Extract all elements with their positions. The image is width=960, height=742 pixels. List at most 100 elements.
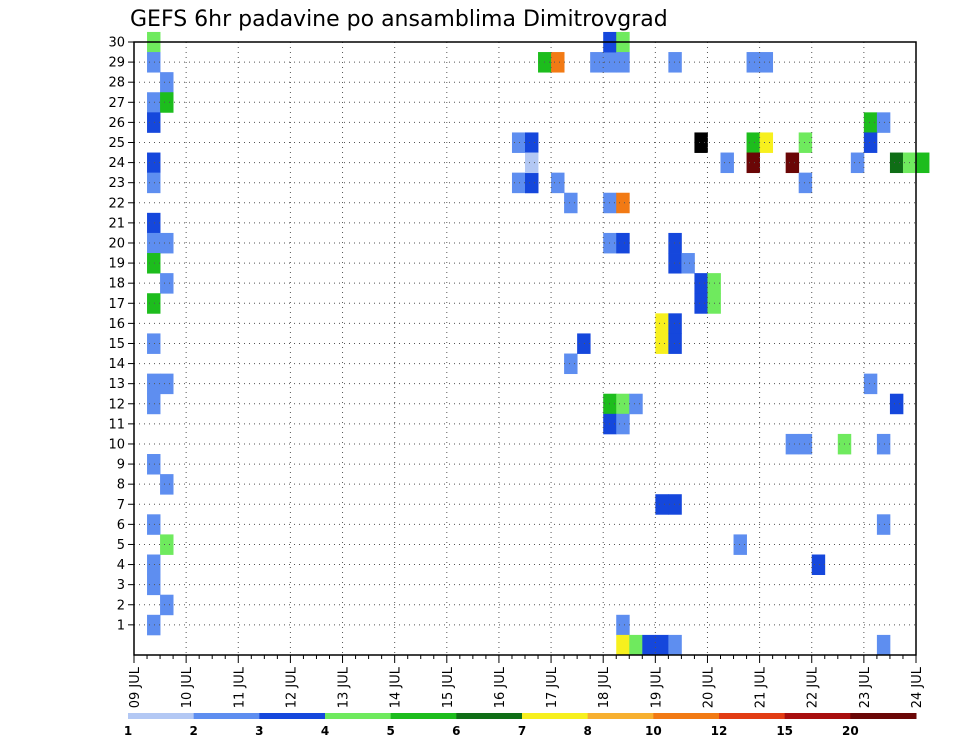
legend-swatch	[653, 713, 720, 719]
heatmap-cell	[668, 253, 682, 274]
y-tick-label: 7	[117, 498, 125, 513]
legend-swatch	[522, 713, 589, 719]
heatmap-cell	[564, 192, 578, 214]
y-tick-label: 1	[117, 618, 125, 633]
heatmap-cell	[876, 433, 891, 455]
heatmap-cell	[746, 52, 760, 73]
heatmap-cell	[798, 172, 813, 194]
heatmap-cell	[798, 433, 813, 455]
heatmap-cell	[655, 333, 669, 354]
legend-label: 12	[711, 724, 728, 738]
heatmap-cell	[147, 112, 161, 133]
heatmap-cell	[616, 614, 630, 636]
heatmap-cell	[668, 232, 682, 254]
heatmap-cell	[668, 313, 682, 334]
heatmap-cell	[694, 293, 708, 314]
heatmap-cell	[160, 273, 174, 294]
heatmap-cell	[811, 554, 826, 576]
y-tick-label: 21	[108, 216, 125, 231]
x-tick-label: 10 JUL	[180, 666, 195, 708]
heatmap-cell	[147, 333, 161, 354]
legend-label: 15	[776, 724, 793, 738]
heatmap-cell	[147, 293, 161, 314]
legend-swatch	[587, 713, 654, 719]
heatmap-cell	[511, 132, 526, 153]
heatmap-cell	[863, 373, 878, 395]
legend-swatch	[193, 713, 260, 719]
heatmap-cell	[160, 232, 174, 254]
heatmap-cell	[590, 52, 604, 73]
x-tick-label: 11 JUL	[232, 666, 247, 708]
heatmap-cell	[147, 454, 161, 475]
x-tick-label: 16 JUL	[493, 666, 508, 708]
heatmap-cell	[160, 92, 174, 113]
y-tick-label: 28	[108, 76, 125, 91]
heatmap-cell	[876, 634, 891, 656]
y-tick-label: 15	[108, 337, 125, 352]
heatmap-cell	[160, 534, 174, 555]
x-tick-label: 13 JUL	[337, 666, 352, 708]
heatmap-cell	[147, 614, 161, 636]
heatmap-cell	[655, 634, 669, 656]
legend-swatch	[719, 713, 786, 719]
heatmap-cell	[863, 112, 878, 133]
x-tick-label: 18 JUL	[597, 666, 612, 708]
heatmap-cell	[616, 393, 630, 415]
y-tick-label: 19	[108, 257, 125, 272]
heatmap-cell	[160, 474, 174, 495]
heatmap-cell	[850, 152, 865, 174]
heatmap-cell	[655, 494, 669, 515]
y-tick-label: 18	[108, 277, 125, 292]
legend-swatch	[128, 713, 195, 719]
y-tick-label: 2	[117, 598, 125, 613]
y-tick-label: 20	[108, 236, 125, 251]
legend-label: 10	[645, 724, 662, 738]
heatmap-cell	[668, 494, 682, 515]
heatmap-cell	[876, 112, 891, 133]
x-tick-label: 22 JUL	[806, 666, 821, 708]
legend-swatch	[325, 713, 392, 719]
y-tick-label: 23	[108, 176, 125, 191]
y-tick-label: 27	[108, 96, 125, 111]
legend-swatch	[784, 713, 851, 719]
x-tick-label: 12 JUL	[284, 666, 299, 708]
heatmap-cell	[785, 433, 800, 455]
heatmap-cell	[889, 152, 904, 174]
heatmap-cell	[147, 574, 161, 596]
heatmap-cell	[720, 152, 734, 174]
heatmap-cell	[733, 534, 747, 555]
heatmap-cells	[147, 31, 930, 656]
y-tick-label: 17	[108, 297, 125, 312]
heatmap-cell	[525, 132, 539, 153]
legend-label: 20	[842, 724, 859, 738]
heatmap-cell	[147, 554, 161, 576]
x-tick-label: 14 JUL	[389, 666, 404, 708]
y-tick-label: 29	[108, 56, 125, 71]
y-tick-label: 8	[117, 478, 125, 493]
y-tick-label: 30	[108, 36, 125, 51]
heatmap-cell	[147, 152, 161, 174]
heatmap-cell	[629, 393, 643, 415]
heatmap-cell	[876, 514, 891, 535]
heatmap-cell	[863, 132, 878, 153]
heatmap-cell	[147, 253, 161, 274]
heatmap-cell	[655, 313, 669, 334]
heatmap-cell	[160, 594, 174, 616]
x-tick-label: 20 JUL	[701, 666, 716, 708]
y-tick-label: 10	[108, 437, 125, 452]
heatmap-cell	[616, 192, 630, 214]
heatmap-cell	[642, 634, 656, 656]
heatmap-cell	[759, 52, 774, 73]
heatmap-cell	[746, 132, 760, 153]
heatmap-cell	[525, 152, 539, 174]
y-tick-label: 9	[117, 458, 125, 473]
y-tick-label: 26	[108, 116, 125, 131]
chart-title: GEFS 6hr padavine po ansamblima Dimitrov…	[130, 7, 668, 32]
x-tick-label: 17 JUL	[545, 666, 560, 708]
x-tick-label: 23 JUL	[858, 666, 873, 708]
heatmap-cell	[147, 514, 161, 535]
heatmap-cell	[616, 634, 630, 656]
x-tick-label: 21 JUL	[754, 666, 769, 708]
y-tick-label: 5	[117, 538, 125, 553]
y-tick-label: 13	[108, 377, 125, 392]
